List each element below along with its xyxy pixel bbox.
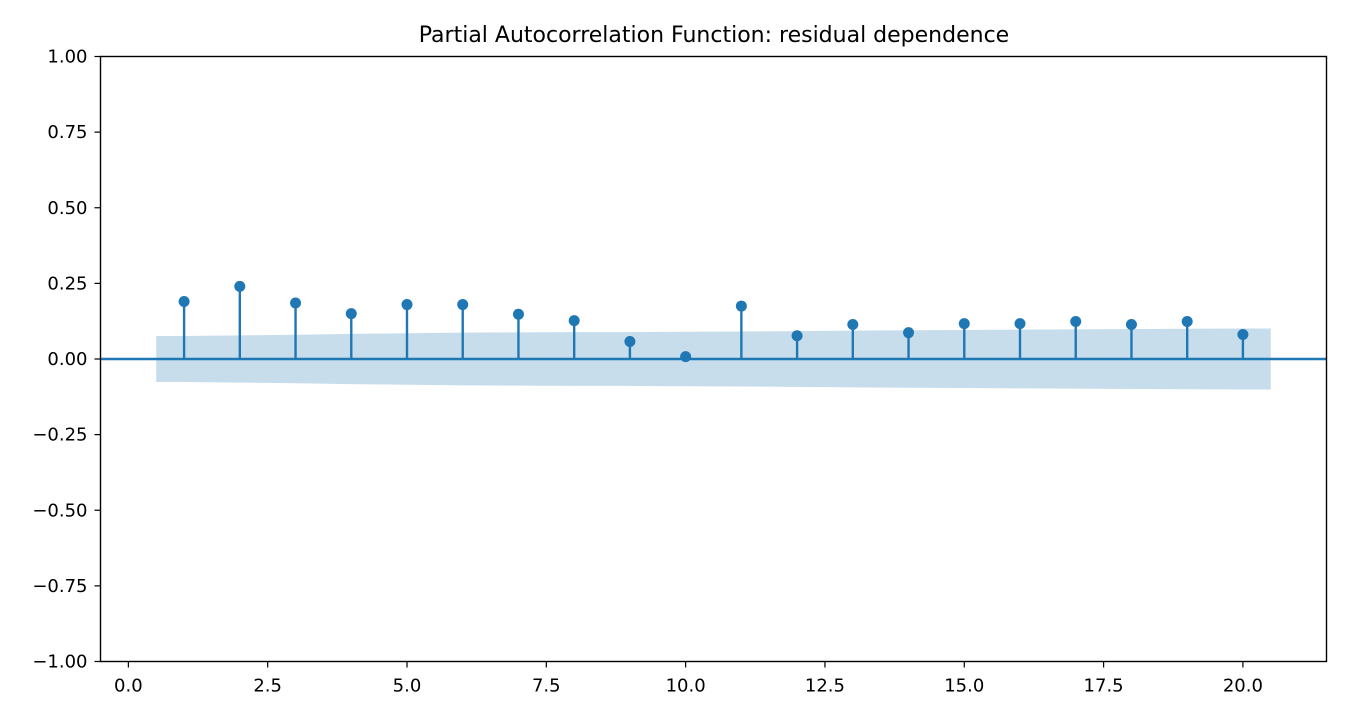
y-tick-label: 0.25 [47,273,87,294]
stem-marker [401,299,413,311]
y-tick-label: −0.25 [32,425,87,446]
stem-marker [958,318,970,330]
stem-marker [568,315,580,327]
stem-marker [290,297,302,309]
stem-marker [1070,315,1082,327]
stem-marker [735,300,747,312]
x-tick-label: 5.0 [393,676,422,697]
stem-marker [457,299,469,311]
y-tick-label: −1.00 [32,652,87,673]
stem-marker [345,308,357,320]
x-tick-label: 7.5 [532,676,561,697]
y-tick-label: −0.50 [32,500,87,521]
x-tick-label: 0.0 [114,676,143,697]
stem-marker [512,308,524,320]
stem-marker [847,319,859,331]
x-tick-label: 20.0 [1223,676,1263,697]
stem-marker [791,330,803,342]
y-tick-label: 1.00 [47,47,87,68]
y-tick-label: 0.00 [47,349,87,370]
x-axis-ticks: 0.0 2.5 5.0 7.5 10.0 12.5 15.0 17.5 20.0 [114,661,1263,697]
stem-marker [1181,315,1193,327]
stem-marker [1125,319,1137,331]
chart-title: Partial Autocorrelation Function: residu… [419,23,1009,48]
x-tick-label: 17.5 [1084,676,1124,697]
x-tick-label: 15.0 [944,676,984,697]
stem-marker [1014,318,1026,330]
x-tick-label: 12.5 [805,676,845,697]
stem-marker [1237,328,1249,340]
x-tick-label: 10.0 [666,676,706,697]
y-tick-label: 0.75 [47,122,87,143]
stem-marker [234,280,246,292]
y-tick-label: 0.50 [47,198,87,219]
stem-marker [178,296,190,308]
x-tick-label: 2.5 [253,676,282,697]
stem-marker [624,335,636,347]
stem-layer [178,280,1249,363]
y-axis-ticks: 1.00 0.75 0.50 0.25 0.00 −0.25 −0.50 −0.75 −1.00 [32,47,101,673]
stem-marker [680,351,692,363]
y-tick-label: −0.75 [32,576,87,597]
stem-marker [903,327,915,339]
